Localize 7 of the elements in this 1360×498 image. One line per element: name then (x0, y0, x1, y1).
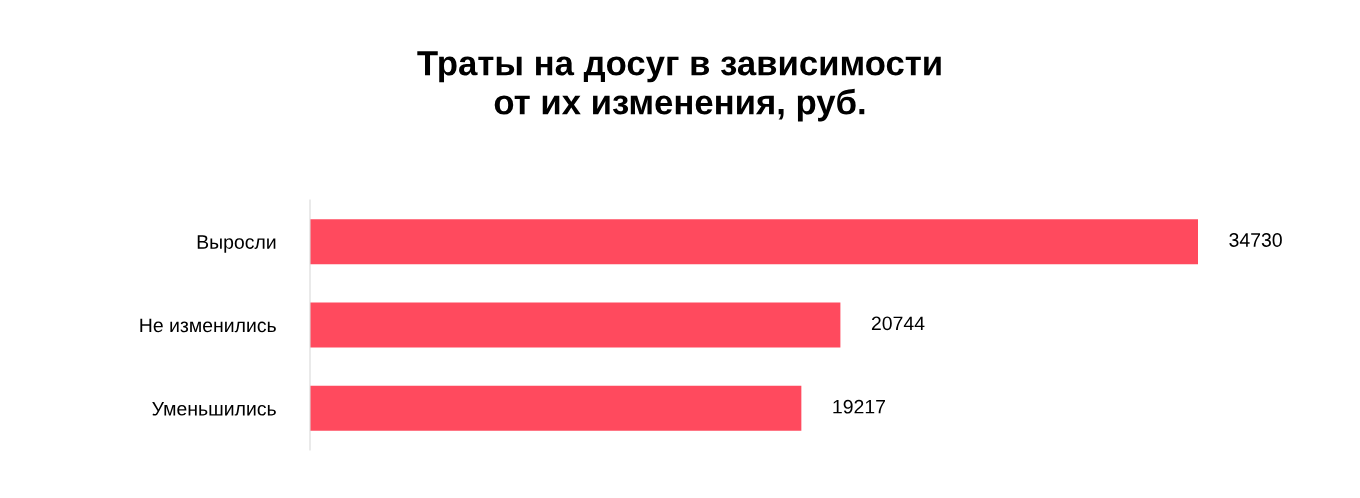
y-tick-label: Выросли (197, 235, 276, 253)
chart-title: Траты на досуг в зависимости от их изменения, руб. (417, 51, 941, 122)
y-tick-label: Уменьшились (152, 402, 276, 416)
data-label: 19217 (833, 399, 885, 414)
data-label: 34730 (1229, 233, 1282, 247)
data-label: 20744 (871, 316, 925, 331)
y-tick-label: Не изменились (140, 318, 276, 333)
